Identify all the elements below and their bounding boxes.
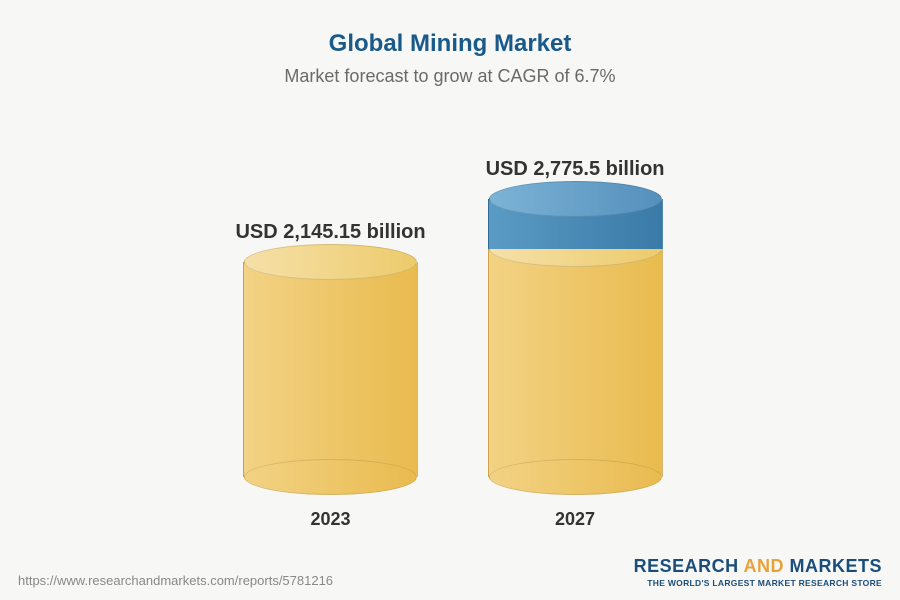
chart-container: Global Mining Market Market forecast to … — [0, 0, 900, 600]
logo-tagline: THE WORLD'S LARGEST MARKET RESEARCH STOR… — [634, 578, 882, 588]
chart-area: USD 2,145.15 billion 2023 USD 2,775.5 bill… — [40, 107, 860, 590]
source-url: https://www.researchandmarkets.com/repor… — [18, 573, 333, 588]
logo-text: RESEARCH AND MARKETS — [634, 556, 882, 577]
cylinder-segment — [488, 199, 663, 249]
cylinder — [488, 199, 663, 477]
footer: https://www.researchandmarkets.com/repor… — [18, 556, 882, 588]
year-label: 2027 — [555, 509, 595, 530]
cylinder-bar: USD 2,775.5 billion 2027 — [486, 158, 665, 530]
cylinder-segment — [243, 262, 418, 477]
cylinder-bottom — [244, 459, 417, 495]
cylinder — [243, 262, 418, 477]
cylinder-bottom — [489, 459, 662, 495]
cylinder-top — [489, 181, 662, 217]
logo-word-2: AND — [743, 556, 784, 576]
logo-word-3: MARKETS — [790, 556, 883, 576]
logo: RESEARCH AND MARKETS THE WORLD'S LARGEST… — [634, 556, 882, 588]
cylinder-bar: USD 2,145.15 billion 2023 — [235, 221, 425, 530]
year-label: 2023 — [311, 509, 351, 530]
chart-subtitle: Market forecast to grow at CAGR of 6.7% — [40, 66, 860, 87]
cylinder-top — [244, 244, 417, 280]
chart-title: Global Mining Market — [40, 30, 860, 58]
cylinder-segment — [488, 249, 663, 477]
value-label: USD 2,145.15 billion — [235, 221, 425, 244]
value-label: USD 2,775.5 billion — [486, 158, 665, 181]
logo-word-1: RESEARCH — [634, 556, 739, 576]
